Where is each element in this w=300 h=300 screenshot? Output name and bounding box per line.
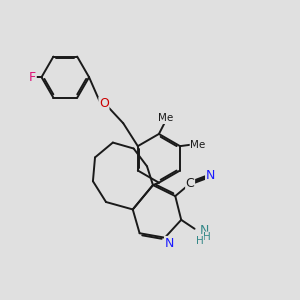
Text: N: N bbox=[165, 236, 174, 250]
Text: N: N bbox=[206, 169, 215, 182]
Text: H: H bbox=[196, 236, 204, 246]
Text: N: N bbox=[200, 224, 209, 237]
Text: O: O bbox=[99, 98, 109, 110]
Text: Me: Me bbox=[158, 113, 173, 124]
Text: Me: Me bbox=[190, 140, 206, 150]
Text: F: F bbox=[29, 71, 36, 84]
Text: C: C bbox=[186, 177, 194, 190]
Text: H: H bbox=[203, 232, 211, 242]
